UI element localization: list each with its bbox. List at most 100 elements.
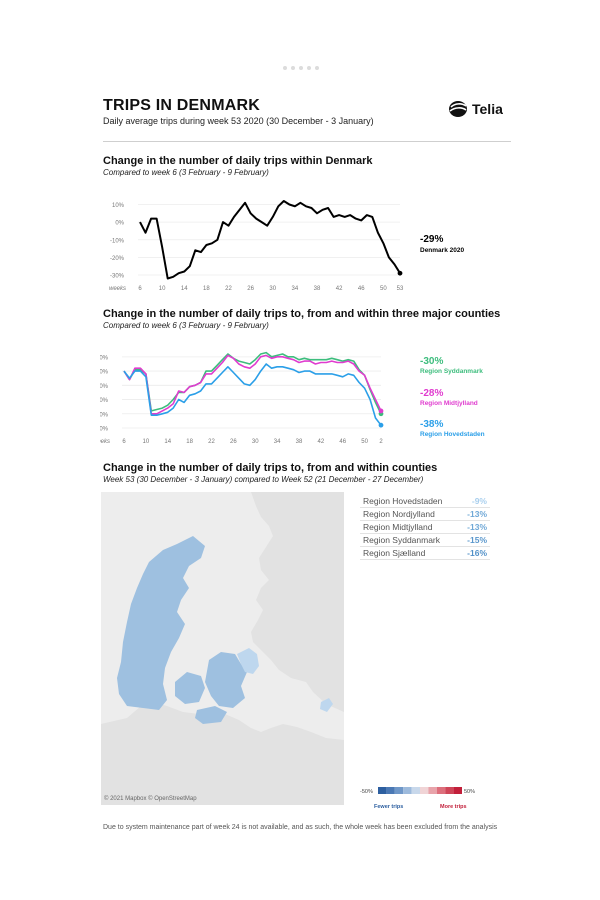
x-tick-label: 46 (339, 439, 346, 445)
section2-title: Change in the number of daily trips to, … (103, 308, 501, 320)
region-name: Region Syddanmark (363, 535, 441, 545)
y-tick-label: -30% (110, 274, 125, 280)
series-line (123, 354, 382, 415)
x-tick-label: 6 (122, 439, 126, 445)
series-end-value: -30% (420, 356, 443, 367)
y-tick-label: -20% (100, 398, 109, 404)
series-name-label: Region Syddanmark (420, 368, 483, 375)
series-line (139, 200, 401, 280)
x-tick-label: 38 (314, 286, 321, 292)
map-lolland (195, 706, 227, 724)
x-tick-label: 42 (336, 286, 343, 292)
region-value: -13% (467, 522, 487, 532)
region-name: Region Nordjylland (363, 509, 435, 519)
x-tick-label: 30 (252, 439, 259, 445)
region-value: -16% (467, 548, 487, 558)
section2-subtitle: Compared to week 6 (3 February - 9 Febru… (103, 321, 269, 330)
x-tick-label: 6 (138, 286, 142, 292)
region-value: -9% (471, 496, 487, 506)
x-tick-label: 14 (181, 286, 188, 292)
color-scale-legend: -50% 50% Fewer trips More trips (360, 787, 475, 810)
section1-title: Change in the number of daily trips with… (103, 155, 373, 167)
scale-max-label: 50% (464, 789, 475, 795)
series-name-label: Denmark 2020 (420, 247, 464, 254)
x-tick-label: 42 (318, 439, 325, 445)
page-indicator[interactable] (283, 66, 319, 70)
scale-right-label: More trips (440, 804, 467, 810)
region-row[interactable]: Region Syddanmark -15% (360, 534, 490, 547)
national-trips-chart: 10% 0% -10% -20% -30% weeks 6 10 14 18 22 26 30 34 38 4… (109, 200, 464, 292)
region-row[interactable]: Region Sjælland -16% (360, 547, 490, 560)
map-attribution[interactable]: © 2021 Mapbox © OpenStreetMap (104, 796, 197, 802)
scale-left-label: Fewer trips (374, 804, 403, 810)
region-name: Region Sjælland (363, 548, 426, 558)
x-tick-label: 10 (143, 439, 150, 445)
scale-swatch (386, 787, 395, 794)
page-subtitle: Daily average trips during week 53 2020 … (103, 116, 374, 126)
page-dot[interactable] (283, 66, 287, 70)
page-dot[interactable] (307, 66, 311, 70)
x-tick-label: 34 (292, 286, 299, 292)
map-capital-region (237, 648, 259, 674)
x-tick-label: 46 (358, 286, 365, 292)
region-name: Region Hovedstaden (363, 496, 443, 506)
series-name-label: Region Hovedstaden (420, 431, 485, 438)
y-tick-label: -40% (100, 427, 109, 433)
x-tick-label: 22 (208, 439, 215, 445)
x-tick-label: 38 (296, 439, 303, 445)
section1-subtitle: Compared to week 6 (3 February - 9 Febru… (103, 168, 269, 177)
scale-swatch (394, 787, 404, 794)
series-end-point (378, 422, 384, 428)
region-row[interactable]: Region Hovedstaden -9% (360, 495, 490, 508)
telia-logo: Telia (448, 100, 503, 118)
x-tick-label: 22 (225, 286, 232, 292)
scale-swatch (403, 787, 412, 794)
map-zealand (205, 652, 247, 708)
y-tick-label: 0% (100, 370, 109, 376)
page-dot[interactable] (291, 66, 295, 70)
scale-min-label: -50% (360, 789, 373, 795)
footnote: Due to system maintenance part of week 2… (103, 824, 498, 831)
region-value: -15% (467, 535, 487, 545)
map-funen (175, 672, 205, 704)
region-row[interactable]: Region Midtjylland -13% (360, 521, 490, 534)
header-divider (103, 141, 511, 142)
region-value: -13% (467, 509, 487, 519)
x-tick-label: 14 (164, 439, 171, 445)
x-axis-label: weeks (100, 439, 110, 445)
y-tick-label: 0% (115, 221, 124, 227)
series-name-label: Region Midtjylland (420, 400, 478, 407)
map-sweden (251, 492, 344, 712)
page-dot[interactable] (315, 66, 319, 70)
x-tick-label: 50 (361, 439, 368, 445)
y-tick-label: -20% (110, 256, 125, 262)
region-map[interactable]: © 2021 Mapbox © OpenStreetMap (101, 492, 344, 805)
scale-swatch (445, 787, 454, 794)
map-germany (101, 702, 344, 805)
x-tick-label: 2 (379, 439, 383, 445)
map-canvas[interactable] (101, 492, 344, 805)
y-tick-label: +10% (100, 355, 109, 361)
page-dot[interactable] (299, 66, 303, 70)
section3-title: Change in the number of daily trips to, … (103, 462, 438, 474)
scale-swatch (453, 787, 462, 794)
map-jutland (117, 536, 205, 710)
x-axis-label: weeks (109, 286, 126, 292)
y-tick-label: -30% (100, 412, 109, 418)
telia-logo-icon (449, 101, 467, 117)
telia-logo-text: Telia (472, 101, 503, 117)
x-tick-label: 34 (274, 439, 281, 445)
x-tick-label: 10 (159, 286, 166, 292)
x-tick-label: 26 (230, 439, 237, 445)
region-row[interactable]: Region Nordjylland -13% (360, 508, 490, 521)
series-line (123, 351, 382, 415)
scale-swatch (378, 787, 387, 794)
x-tick-label: 18 (203, 286, 210, 292)
series-end-value: -29% (420, 234, 443, 245)
series-end-value: -28% (420, 388, 443, 399)
x-tick-label: 26 (247, 286, 254, 292)
y-tick-label: -10% (110, 238, 125, 244)
y-tick-label: 10% (112, 203, 125, 209)
counties-trips-chart: +10% 0% -10% -20% -30% -40% weeks 6 10 14 18 22 26 30… (100, 351, 485, 445)
y-tick-label: -10% (100, 384, 109, 390)
